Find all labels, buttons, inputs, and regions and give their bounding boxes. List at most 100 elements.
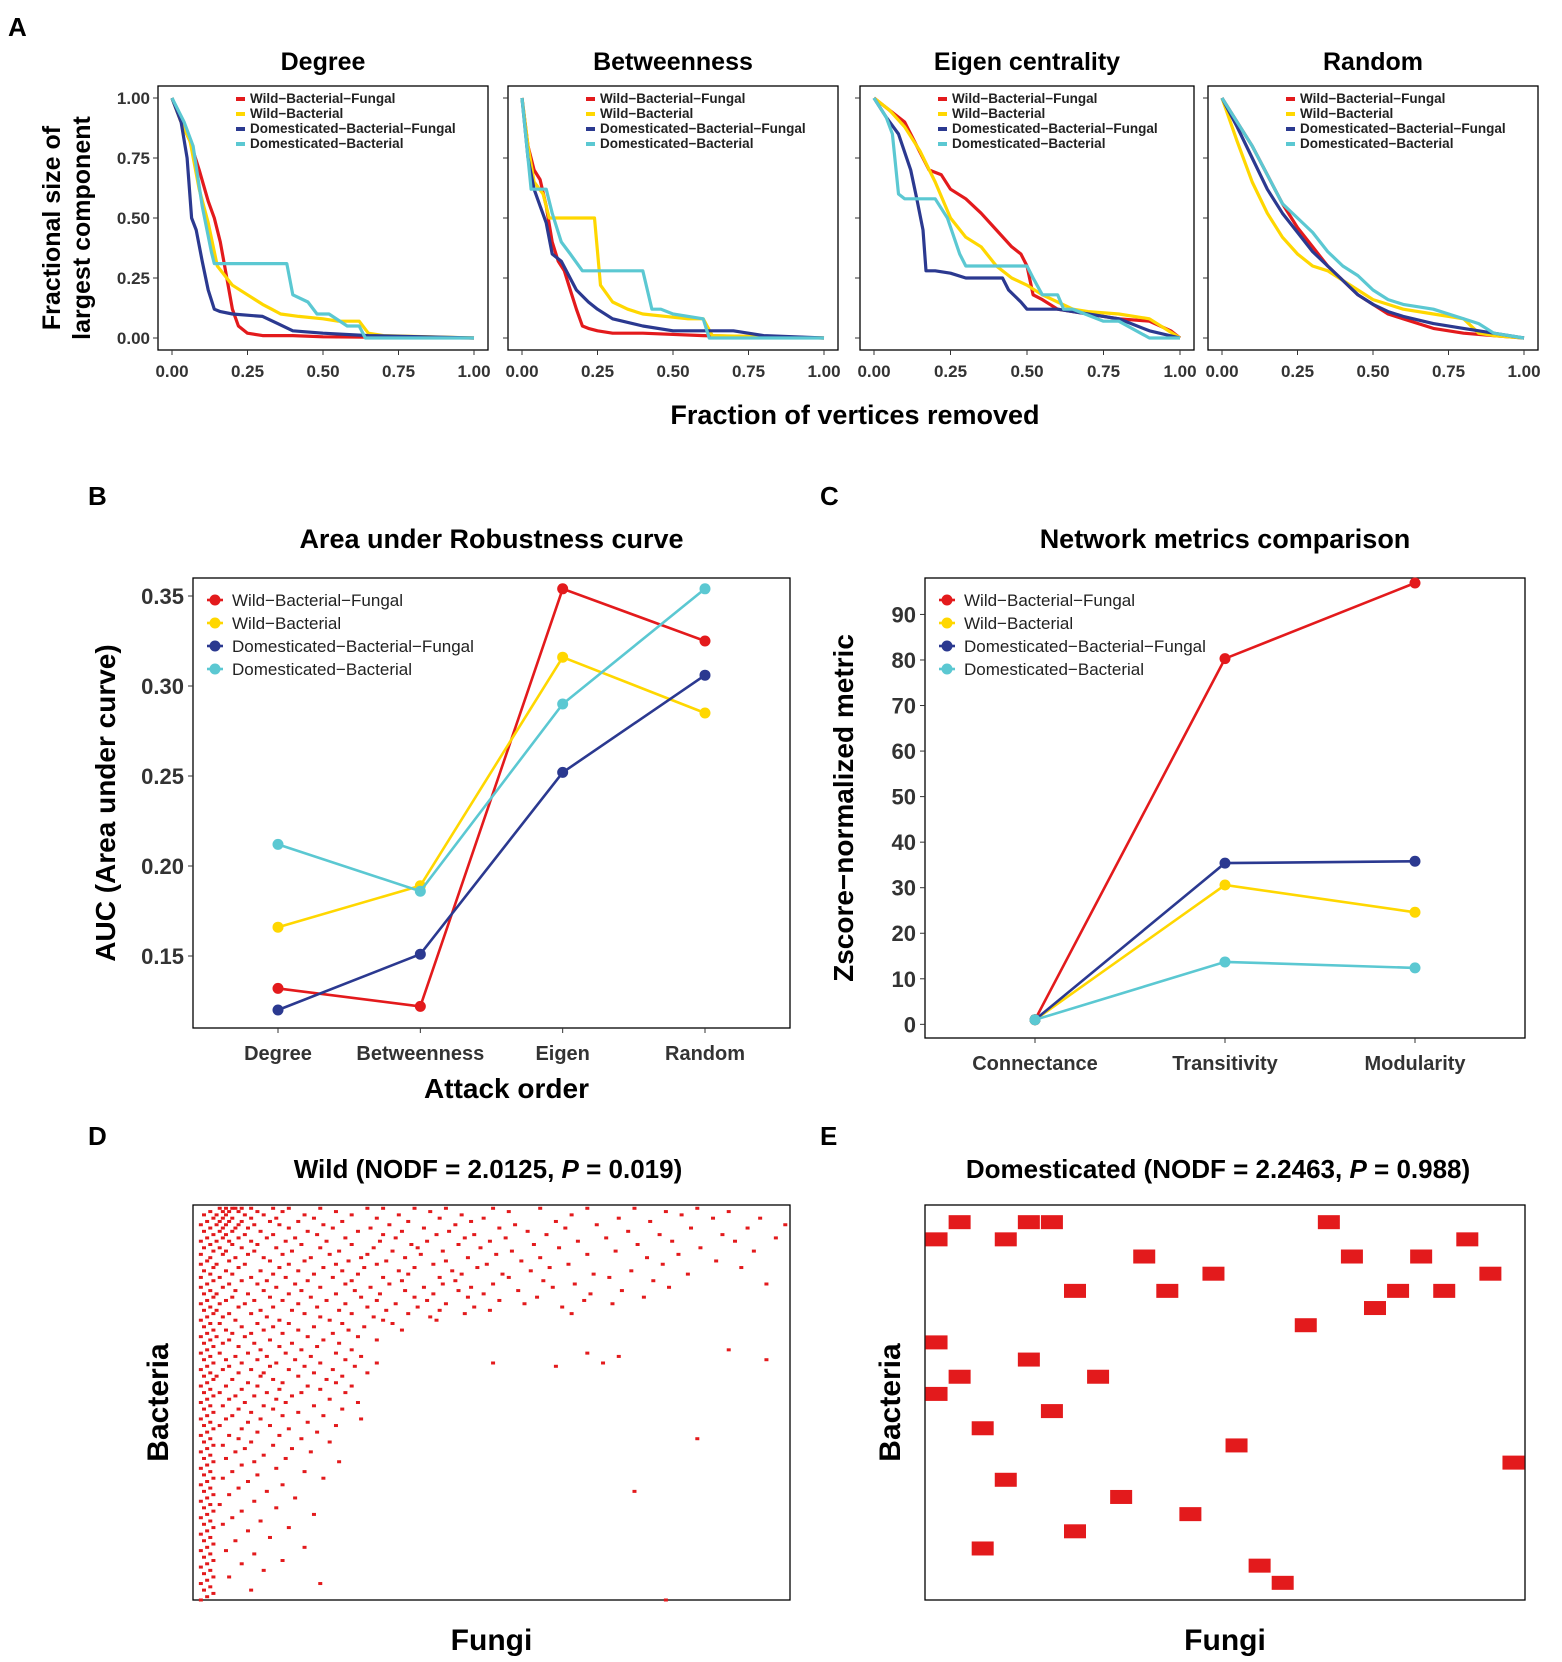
heatmap-cell xyxy=(315,1233,320,1237)
data-point-wild-bacterial xyxy=(557,651,569,663)
heatmap-cell xyxy=(437,1216,442,1220)
y-tick-label: 0.50 xyxy=(117,209,150,228)
heatmap-cell xyxy=(491,1361,496,1365)
y-tick-label: 20 xyxy=(892,921,916,946)
heatmap-cell xyxy=(214,1335,219,1339)
heatmap-cell xyxy=(208,1338,213,1342)
heatmap-cell xyxy=(773,1236,778,1240)
heatmap-cell xyxy=(208,1519,213,1523)
heatmap-cell xyxy=(381,1233,386,1237)
heatmap-cell xyxy=(299,1437,304,1441)
heatmap-cell xyxy=(610,1302,615,1306)
legend-label: Wild−Bacterial xyxy=(250,106,343,121)
data-point-domesticated-bacterial-fungal xyxy=(414,948,426,960)
heatmap-cell xyxy=(311,1325,316,1329)
heatmap-cell xyxy=(249,1588,254,1592)
heatmap-cell xyxy=(481,1292,486,1296)
heatmap-cell xyxy=(267,1535,272,1539)
heatmap-cell xyxy=(333,1381,338,1385)
heatmap-cell xyxy=(440,1282,445,1286)
panel-e-title: Domesticated (NODF = 2.2463, P = 0.988) xyxy=(966,1154,1470,1184)
x-axis-label: Fungi xyxy=(1184,1624,1266,1657)
heatmap-cell xyxy=(211,1410,216,1414)
panel-e-title-suffix: = 0.988) xyxy=(1367,1154,1470,1184)
legend-swatch xyxy=(586,127,595,131)
heatmap-cell xyxy=(230,1516,235,1520)
heatmap-cell xyxy=(236,1305,241,1309)
data-point-domesticated-bacterial xyxy=(272,838,284,850)
heatmap-cell xyxy=(399,1229,404,1233)
heatmap-cell xyxy=(321,1266,326,1270)
data-point-domesticated-bacterial-fungal xyxy=(1219,857,1231,869)
heatmap-cell xyxy=(925,1335,948,1350)
heatmap-cell xyxy=(236,1407,241,1411)
heatmap-cell xyxy=(217,1424,222,1428)
heatmap-cell xyxy=(286,1368,291,1372)
heatmap-cell xyxy=(925,1386,948,1401)
heatmap-cell xyxy=(264,1279,269,1283)
series-line-domesticated-bacterial-fungal xyxy=(520,97,825,340)
heatmap-cell xyxy=(491,1206,496,1210)
heatmap-cell xyxy=(355,1401,360,1404)
heatmap-cell xyxy=(648,1219,653,1223)
heatmap-cell xyxy=(327,1252,332,1256)
heatmap-cell xyxy=(208,1387,213,1391)
heatmap-cell xyxy=(333,1262,338,1266)
heatmap-cell xyxy=(198,1401,203,1404)
heatmap-cell xyxy=(1340,1249,1363,1264)
legend-swatch xyxy=(938,142,947,146)
heatmap-cell xyxy=(318,1361,323,1365)
heatmap-cell xyxy=(783,1223,788,1227)
y-tick-label: 80 xyxy=(892,648,916,673)
heatmap-cell xyxy=(277,1433,282,1437)
heatmap-cell xyxy=(202,1407,206,1411)
heatmap-cell xyxy=(230,1331,235,1335)
heatmap-cell xyxy=(948,1215,971,1230)
heatmap-cell xyxy=(255,1430,260,1434)
heatmap-cell xyxy=(447,1229,452,1233)
heatmap-cell xyxy=(506,1210,511,1214)
legend-label: Wild−Bacterial−Fungal xyxy=(1300,91,1445,106)
heatmap-cell xyxy=(198,1532,203,1536)
heatmap-cell xyxy=(223,1456,228,1460)
heatmap-cell xyxy=(318,1315,323,1319)
heatmap-cell xyxy=(299,1243,304,1246)
legend-swatch xyxy=(586,112,595,116)
heatmap-cell xyxy=(1087,1369,1110,1384)
heatmap-cell xyxy=(299,1391,304,1395)
heatmap-cell xyxy=(280,1252,285,1256)
heatmap-cell xyxy=(698,1246,703,1250)
heatmap-cell xyxy=(242,1302,247,1306)
heatmap-cell xyxy=(261,1453,266,1457)
heatmap-cell xyxy=(538,1206,543,1210)
heatmap-cell xyxy=(415,1246,420,1250)
heatmap-cell xyxy=(538,1256,543,1260)
heatmap-cell xyxy=(227,1312,232,1316)
heatmap-cell xyxy=(585,1351,590,1355)
heatmap-cell xyxy=(286,1226,291,1230)
heatmap-cell xyxy=(198,1466,203,1470)
legend-label: Domesticated−Bacterial−Fungal xyxy=(232,637,474,656)
heatmap-cell xyxy=(230,1470,235,1474)
heatmap-cell xyxy=(280,1298,285,1302)
heatmap-cell xyxy=(211,1233,216,1237)
legend-label: Domesticated−Bacterial xyxy=(232,660,412,679)
legend-swatch xyxy=(236,142,245,146)
legend-marker xyxy=(209,617,221,629)
heatmap-cell xyxy=(359,1354,364,1358)
heatmap-cell xyxy=(223,1213,228,1217)
heatmap-cell xyxy=(277,1223,282,1227)
x-tick-label: 0.75 xyxy=(732,362,765,381)
heatmap-cell xyxy=(233,1289,238,1293)
heatmap-cell xyxy=(1040,1404,1063,1419)
legend-swatch xyxy=(938,127,947,131)
heatmap-cell xyxy=(560,1305,565,1309)
heatmap-cell xyxy=(462,1312,467,1316)
heatmap-cell xyxy=(437,1275,442,1279)
heatmap-cell xyxy=(365,1305,370,1309)
heatmap-cell xyxy=(506,1275,511,1279)
heatmap-cell xyxy=(280,1210,285,1214)
heatmap-cell xyxy=(227,1210,232,1214)
heatmap-cell xyxy=(202,1341,206,1345)
heatmap-cell xyxy=(217,1391,222,1395)
